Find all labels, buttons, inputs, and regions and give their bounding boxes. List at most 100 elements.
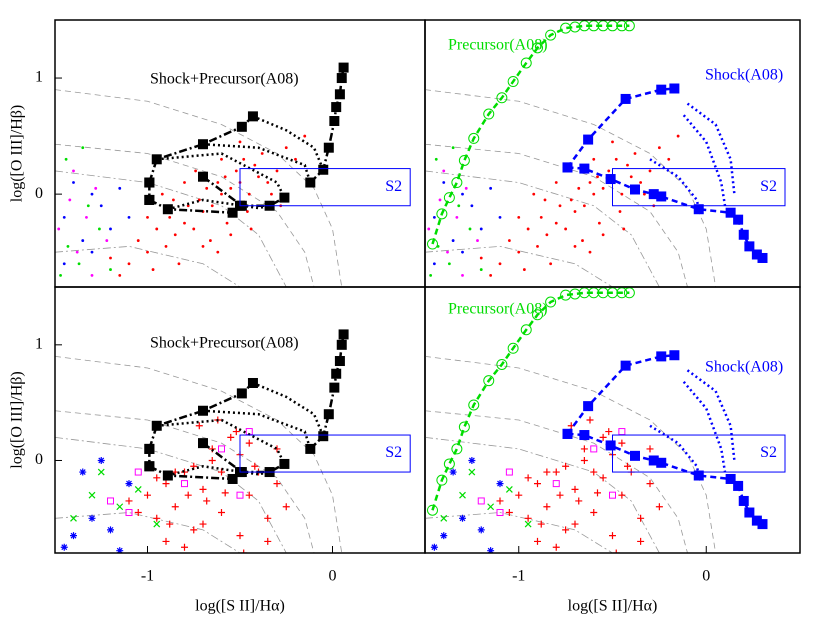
marker <box>588 181 592 184</box>
y-tick-label: 0 <box>35 185 43 202</box>
marker <box>201 244 205 248</box>
marker <box>232 428 240 436</box>
marker <box>455 215 459 219</box>
marker <box>575 497 583 505</box>
marker <box>618 491 626 499</box>
marker <box>81 239 85 242</box>
marker <box>487 547 495 553</box>
marker <box>477 497 485 505</box>
marker <box>622 227 626 231</box>
marker <box>429 273 433 277</box>
marker <box>192 227 196 231</box>
marker <box>59 273 62 277</box>
marker <box>153 514 161 522</box>
marker <box>155 227 159 231</box>
marker <box>580 445 588 453</box>
marker <box>151 268 155 271</box>
marker <box>609 532 616 540</box>
marker <box>253 163 257 167</box>
marker <box>125 497 133 505</box>
marker <box>505 509 513 517</box>
marker <box>68 198 72 202</box>
marker <box>451 443 463 455</box>
marker <box>648 189 659 200</box>
marker <box>623 287 635 299</box>
marker <box>216 250 220 254</box>
marker <box>166 520 174 528</box>
marker <box>738 229 749 240</box>
marker <box>479 268 483 271</box>
panel-frame <box>54 286 426 554</box>
marker <box>105 239 109 242</box>
marker <box>440 532 448 540</box>
marker <box>198 405 208 416</box>
marker <box>70 532 77 540</box>
marker <box>172 198 175 202</box>
marker <box>464 186 468 190</box>
marker <box>757 519 768 530</box>
marker <box>236 388 247 399</box>
marker <box>144 177 155 188</box>
marker <box>571 520 579 528</box>
region-label: S2 <box>385 444 402 461</box>
marker <box>151 154 162 165</box>
marker <box>275 169 279 173</box>
marker <box>569 198 573 202</box>
marker <box>173 233 177 237</box>
marker <box>220 157 223 161</box>
marker <box>57 227 61 231</box>
marker <box>607 287 618 299</box>
marker <box>738 495 749 506</box>
marker <box>323 142 334 153</box>
series-line <box>252 115 325 171</box>
marker <box>605 174 616 185</box>
marker <box>588 287 600 299</box>
marker <box>218 509 225 517</box>
region-label: S2 <box>385 178 402 195</box>
marker <box>552 468 560 476</box>
x-tick-label: -1 <box>141 568 154 585</box>
marker <box>487 503 495 511</box>
marker <box>459 491 466 499</box>
plot-area <box>55 62 411 287</box>
marker <box>558 204 562 208</box>
marker <box>229 186 233 190</box>
marker <box>611 140 614 144</box>
x-tick-label: 0 <box>329 568 337 585</box>
marker <box>507 342 519 354</box>
marker <box>86 204 90 208</box>
marker <box>164 244 168 248</box>
marker <box>221 489 229 497</box>
marker <box>85 215 88 219</box>
marker <box>440 514 448 522</box>
marker <box>72 181 75 184</box>
marker <box>457 204 461 208</box>
marker <box>656 351 667 362</box>
marker <box>477 526 485 534</box>
marker <box>136 239 140 242</box>
marker <box>234 169 238 173</box>
region-label: S2 <box>760 444 777 461</box>
marker <box>109 268 112 271</box>
marker <box>554 221 558 225</box>
marker <box>667 157 671 161</box>
marker <box>199 485 207 493</box>
marker <box>210 204 214 208</box>
marker <box>648 455 659 466</box>
marker <box>594 489 601 497</box>
marker <box>637 514 645 522</box>
series-line <box>431 24 630 245</box>
marker <box>612 549 620 553</box>
marker <box>144 491 151 499</box>
series-line <box>431 291 630 511</box>
marker <box>75 250 79 254</box>
marker <box>505 485 513 493</box>
marker <box>60 543 68 551</box>
marker <box>458 154 470 166</box>
marker <box>245 491 253 499</box>
marker <box>245 439 253 447</box>
marker <box>496 497 504 505</box>
marker <box>536 244 539 248</box>
marker <box>97 468 105 476</box>
marker <box>515 491 523 499</box>
